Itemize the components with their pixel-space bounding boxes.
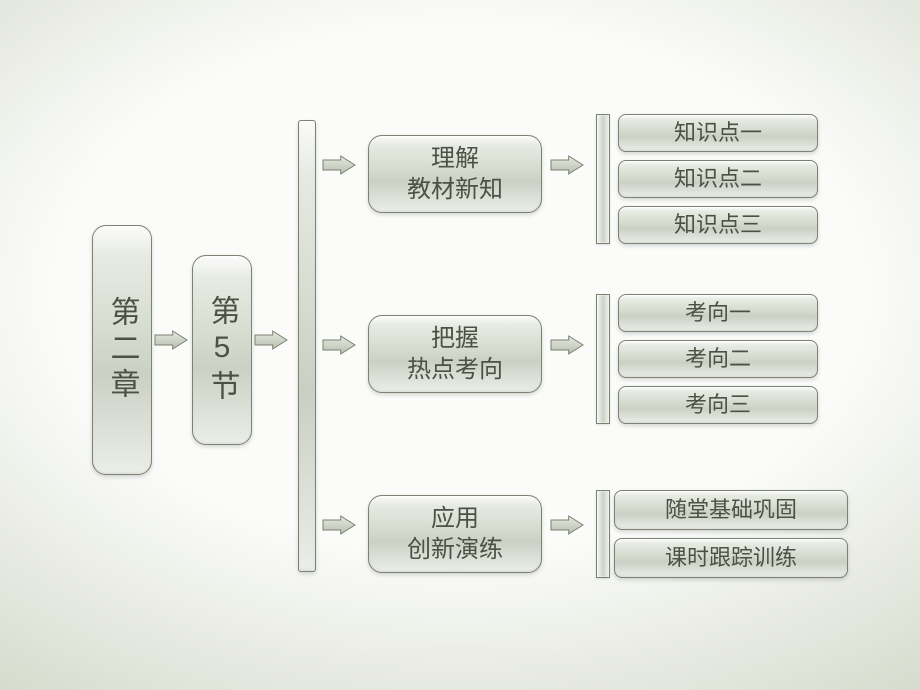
leaf-bar-1 <box>596 294 610 424</box>
arrow-icon <box>322 514 356 536</box>
level3-line2: 热点考向 <box>407 356 503 383</box>
arrow-icon <box>322 154 356 176</box>
level4-label: 随堂基础巩固 <box>665 496 797 525</box>
level2-node: 第5节 <box>192 255 252 445</box>
level3-line1: 理解 <box>431 145 479 172</box>
level4-node-5: 考向三 <box>618 386 818 424</box>
level3-line1: 把握 <box>431 325 479 352</box>
level4-node-0: 知识点一 <box>618 114 818 152</box>
level3-node-l3a: 理解教材新知 <box>368 135 542 213</box>
level3-line2: 教材新知 <box>407 176 503 203</box>
arrow-icon <box>550 154 584 176</box>
level4-label: 知识点一 <box>674 119 762 148</box>
level3-node-l3b: 把握热点考向 <box>368 315 542 393</box>
level4-label: 课时跟踪训练 <box>665 544 797 573</box>
level4-node-1: 知识点二 <box>618 160 818 198</box>
level4-label: 考向一 <box>685 299 751 328</box>
leaf-bar-2 <box>596 490 610 578</box>
level3-line1: 应用 <box>431 505 479 532</box>
arrow-icon <box>550 334 584 356</box>
arrow-icon <box>154 329 188 351</box>
level1-node: 第二章 <box>92 225 152 475</box>
arrow-icon <box>254 329 288 351</box>
arrow-icon <box>550 514 584 536</box>
arrow-icon <box>322 334 356 356</box>
level2-label: 第5节 <box>203 295 242 406</box>
level4-node-4: 考向二 <box>618 340 818 378</box>
level1-label: 第二章 <box>103 296 142 404</box>
level4-label: 知识点二 <box>674 165 762 194</box>
level4-label: 考向三 <box>685 391 751 420</box>
level4-node-6: 随堂基础巩固 <box>614 490 848 530</box>
level3-node-l3c: 应用创新演练 <box>368 495 542 573</box>
level4-node-3: 考向一 <box>618 294 818 332</box>
leaf-bar-0 <box>596 114 610 244</box>
level4-label: 知识点三 <box>674 211 762 240</box>
level4-label: 考向二 <box>685 345 751 374</box>
trunk-bar <box>298 120 316 572</box>
level3-line2: 创新演练 <box>407 536 503 563</box>
level4-node-2: 知识点三 <box>618 206 818 244</box>
diagram-canvas: 第二章 第5节 理解教材新知把握热点考向应用创新演练 知识点一知识点二知识点三考向一考… <box>0 0 920 690</box>
level4-node-7: 课时跟踪训练 <box>614 538 848 578</box>
